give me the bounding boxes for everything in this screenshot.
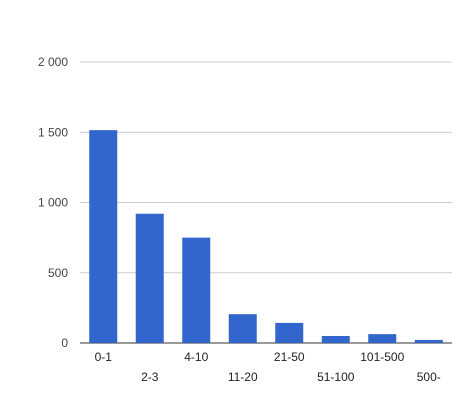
x-category-label: 11-20 — [228, 370, 258, 384]
bars — [89, 130, 443, 343]
bar-51-100[interactable] — [321, 335, 350, 343]
y-tick-label: 2 000 — [38, 55, 68, 69]
x-category-label: 101-500 — [360, 350, 404, 364]
y-tick-label: 1 000 — [38, 196, 68, 210]
bar-4-10[interactable] — [182, 237, 211, 343]
y-axis-tick-labels: 0 500 1 000 1 500 2 000 — [38, 55, 68, 350]
x-category-label: 51-100 — [317, 370, 355, 384]
x-category-label: 21-50 — [274, 350, 305, 364]
y-tick-label: 500 — [48, 266, 68, 280]
x-category-label: 500- — [417, 370, 441, 384]
bar-500-[interactable] — [414, 339, 443, 343]
y-tick-label: 1 500 — [38, 125, 68, 139]
y-tick-label: 0 — [61, 336, 68, 350]
bar-101-500[interactable] — [368, 334, 397, 343]
x-category-label: 4-10 — [184, 350, 208, 364]
x-category-label: 2-3 — [141, 370, 159, 384]
x-category-label: 0-1 — [95, 350, 113, 364]
bar-11-20[interactable] — [228, 314, 257, 343]
bar-0-1[interactable] — [89, 130, 118, 343]
bar-2-3[interactable] — [135, 213, 164, 343]
x-axis-category-labels: 0-1 2-3 4-10 11-20 21-50 51-100 101-500 500- — [95, 350, 441, 384]
bar-21-50[interactable] — [275, 322, 304, 343]
